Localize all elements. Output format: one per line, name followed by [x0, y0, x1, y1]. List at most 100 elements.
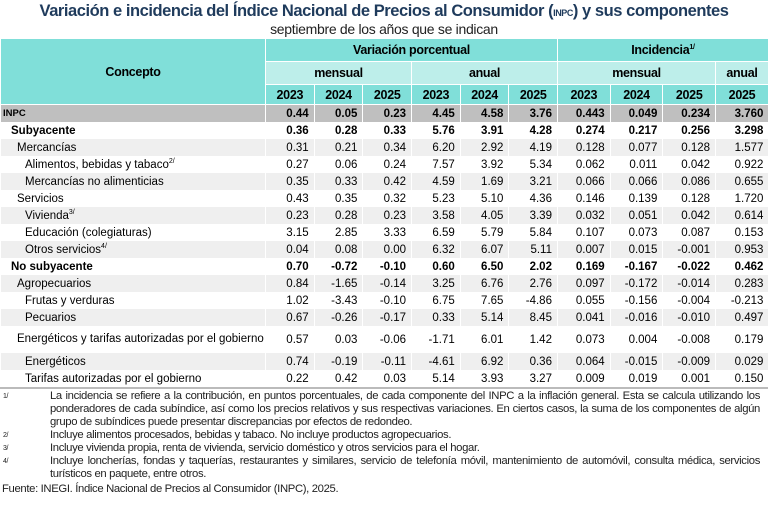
value-cell: 5.34: [509, 156, 558, 173]
value-cell: 6.01: [460, 326, 509, 353]
value-cell: 6.07: [460, 241, 509, 258]
value-cell: -0.008: [663, 326, 716, 353]
value-cell: -0.004: [663, 292, 716, 309]
value-cell: 3.58: [412, 207, 461, 224]
value-cell: 2.85: [314, 224, 363, 241]
row-label-text: Alimentos, bebidas y tabaco: [25, 159, 169, 171]
value-cell: 0.84: [266, 275, 315, 292]
row-label: No subyacente: [1, 258, 266, 275]
value-cell: 6.76: [460, 275, 509, 292]
table-row: Energéticos y tarifas autorizadas por el…: [1, 326, 768, 353]
row-label-text: Servicios: [17, 193, 64, 205]
value-cell: -0.10: [363, 258, 412, 275]
footnote: 3/Incluye vivienda propia, renta de vivi…: [0, 442, 768, 455]
row-label: Tarifas autorizadas por el gobierno: [1, 370, 266, 388]
value-cell: 0.00: [363, 241, 412, 258]
value-cell: 0.169: [557, 258, 610, 275]
value-cell: 7.65: [460, 292, 509, 309]
footnote-text: Incluye alimentos procesados, bebidas y …: [50, 429, 768, 442]
value-cell: 3.27: [509, 370, 558, 388]
header-var-anual: anual: [412, 62, 558, 85]
value-cell: 0.234: [663, 105, 716, 123]
row-label-text: Otros servicios: [25, 244, 101, 256]
value-cell: 5.76: [412, 122, 461, 139]
value-cell: 3.21: [509, 173, 558, 190]
row-label: Mercancías no alimenticias: [1, 173, 266, 190]
value-cell: 0.042: [663, 156, 716, 173]
row-label: Agropecuarios: [1, 275, 266, 292]
value-cell: 0.03: [363, 370, 412, 388]
row-label: INPC: [1, 105, 266, 123]
row-label: Alimentos, bebidas y tabaco2/: [1, 156, 266, 173]
value-cell: -3.43: [314, 292, 363, 309]
value-cell: 6.32: [412, 241, 461, 258]
footnote: 1/La incidencia se refiere a la contribu…: [0, 390, 768, 429]
value-cell: 0.042: [663, 207, 716, 224]
value-cell: 0.139: [610, 190, 663, 207]
value-cell: 3.91: [460, 122, 509, 139]
row-label: Subyacente: [1, 122, 266, 139]
value-cell: 0.055: [557, 292, 610, 309]
header-variacion: Variación porcentual: [266, 39, 558, 62]
value-cell: 4.36: [509, 190, 558, 207]
value-cell: 0.35: [314, 190, 363, 207]
value-cell: 5.11: [509, 241, 558, 258]
value-cell: 0.462: [716, 258, 768, 275]
value-cell: 0.062: [557, 156, 610, 173]
value-cell: 0.33: [412, 309, 461, 326]
value-cell: 0.077: [610, 139, 663, 156]
row-label-text: Mercancías: [17, 142, 76, 154]
value-cell: 0.28: [314, 122, 363, 139]
page-subtitle: septiembre de los años que se indican: [0, 21, 768, 38]
value-cell: 0.001: [663, 370, 716, 388]
value-cell: 0.128: [663, 139, 716, 156]
row-label: Frutas y verduras: [1, 292, 266, 309]
value-cell: 0.032: [557, 207, 610, 224]
header-year: 2025: [663, 85, 716, 105]
value-cell: 6.50: [460, 258, 509, 275]
value-cell: 0.087: [663, 224, 716, 241]
page-title: Variación e incidencia del Índice Nacion…: [0, 2, 768, 21]
value-cell: 0.146: [557, 190, 610, 207]
value-cell: -0.001: [663, 241, 716, 258]
value-cell: -0.19: [314, 353, 363, 370]
value-cell: 1.577: [716, 139, 768, 156]
value-cell: 0.27: [266, 156, 315, 173]
value-cell: 0.36: [266, 122, 315, 139]
value-cell: -0.10: [363, 292, 412, 309]
value-cell: 0.004: [610, 326, 663, 353]
value-cell: 0.60: [412, 258, 461, 275]
value-cell: 4.28: [509, 122, 558, 139]
value-cell: 0.08: [314, 241, 363, 258]
value-cell: 0.28: [314, 207, 363, 224]
value-cell: 0.073: [610, 224, 663, 241]
row-label: Vivienda3/: [1, 207, 266, 224]
value-cell: 0.283: [716, 275, 768, 292]
row-label-text: Pecuarios: [25, 312, 76, 324]
value-cell: 0.007: [557, 241, 610, 258]
value-cell: -0.010: [663, 309, 716, 326]
value-cell: 6.59: [412, 224, 461, 241]
value-cell: -4.61: [412, 353, 461, 370]
footnote-mark: 3/: [0, 442, 50, 455]
value-cell: 0.086: [663, 173, 716, 190]
value-cell: -0.167: [610, 258, 663, 275]
value-cell: 0.42: [363, 173, 412, 190]
footnote-text: Incluye vivienda propia, renta de vivien…: [50, 442, 768, 455]
value-cell: -1.65: [314, 275, 363, 292]
footnote: 4/Incluye loncherías, fondas y taquerías…: [0, 455, 768, 481]
footnote: 2/Incluye alimentos procesados, bebidas …: [0, 429, 768, 442]
value-cell: 1.69: [460, 173, 509, 190]
value-cell: 0.066: [557, 173, 610, 190]
source-note: Fuente: INEGI. Índice Nacional de Precio…: [0, 482, 768, 496]
footnote-ref: 4/: [101, 243, 107, 250]
